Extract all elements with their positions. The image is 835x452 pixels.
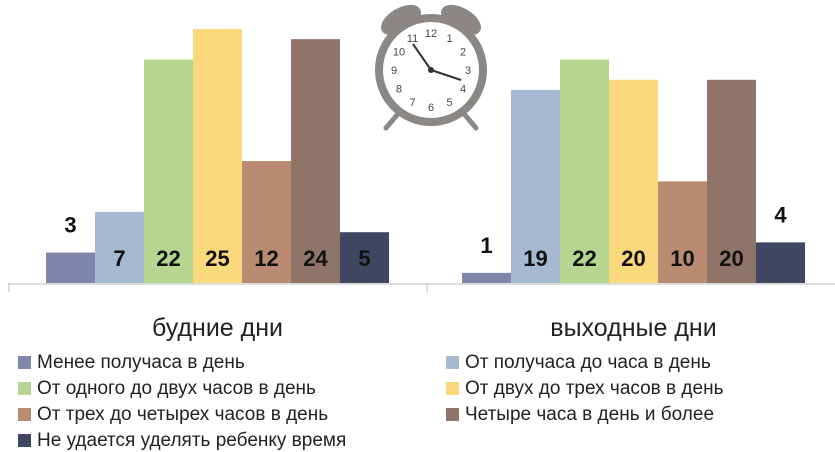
legend-label: От одного до двух часов в день — [37, 378, 316, 399]
clock-hour-hand — [412, 43, 432, 71]
bar-weekdays-6 — [340, 232, 389, 283]
clock-number: 6 — [428, 102, 434, 114]
legend-swatch — [446, 356, 459, 369]
data-labels-layer: 3 7 22 25 12 24 5 1 19 22 20 10 20 4 — [64, 202, 787, 271]
data-label: 22 — [572, 246, 596, 271]
bar-weekends-2 — [560, 59, 609, 284]
clock-number: 10 — [393, 47, 405, 59]
clock-number: 3 — [465, 65, 471, 77]
clock-center — [428, 67, 434, 73]
bars-layer — [46, 29, 805, 284]
bar-weekends-6 — [756, 242, 805, 283]
bar-weekdays-3 — [193, 29, 242, 283]
legend-item: От трех до четырех часов в день — [18, 404, 328, 426]
bar-weekends-4 — [658, 181, 707, 283]
data-label: 24 — [303, 246, 328, 271]
clock-number: 4 — [460, 84, 466, 96]
bar-weekdays-0 — [46, 252, 95, 283]
legend-swatch — [18, 356, 31, 369]
legend-label: Менее получаса в день — [37, 352, 245, 373]
data-label: 5 — [358, 246, 370, 271]
legend-label: Не удается уделять ребенку время — [37, 430, 347, 451]
legend-swatch — [18, 434, 31, 447]
clock-number: 8 — [396, 84, 402, 96]
clock-number: 5 — [446, 97, 452, 109]
legend-swatch — [446, 382, 459, 395]
legend-item: Не удается уделять ребенку время — [18, 430, 346, 452]
bar-weekends-3 — [609, 79, 658, 283]
legend-label: Четыре часа в день и более — [465, 404, 715, 425]
clock-minute-hand — [430, 69, 462, 81]
legend-label: От двух до трех часов в день — [465, 378, 724, 399]
legend-item: Менее получаса в день — [18, 352, 245, 374]
data-label: 10 — [670, 246, 694, 271]
bar-weekdays-4 — [242, 161, 291, 283]
data-label: 1 — [480, 233, 492, 258]
legend-swatch — [18, 408, 31, 421]
clock-number: 9 — [391, 65, 397, 77]
clock-number: 11 — [407, 33, 418, 45]
data-label: 20 — [719, 246, 743, 271]
clock-number: 2 — [460, 47, 466, 59]
bar-weekdays-5 — [291, 39, 340, 283]
legend-label: От получаса до часа в день — [465, 352, 711, 373]
clock-leg-left — [383, 112, 400, 131]
data-label: 12 — [254, 246, 278, 271]
data-label: 19 — [523, 246, 547, 271]
bar-weekdays-2 — [144, 59, 193, 284]
legend-swatch — [18, 382, 31, 395]
bar-weekends-1 — [511, 89, 560, 284]
data-label: 25 — [205, 246, 229, 271]
clock-number: 12 — [425, 28, 437, 40]
legend-item: От двух до трех часов в день — [446, 378, 723, 400]
category-label: будние дни — [152, 314, 283, 342]
clock-number: 7 — [409, 97, 415, 109]
clock-leg-right — [462, 112, 479, 131]
x-axis: будние дни выходные дни — [8, 283, 835, 342]
bar-weekends-0 — [462, 272, 511, 283]
clock-number: 1 — [446, 33, 452, 45]
category-label: выходные дни — [550, 314, 716, 342]
data-label: 22 — [156, 246, 180, 271]
legend-label: От трех до четырех часов в день — [37, 404, 329, 425]
data-label: 3 — [64, 213, 76, 238]
bar-weekends-5 — [707, 79, 756, 283]
legend: Менее получаса в день От получаса до часа… — [0, 352, 835, 452]
data-label: 7 — [113, 246, 125, 271]
data-label: 20 — [621, 246, 645, 271]
data-label: 4 — [774, 202, 787, 227]
legend-swatch — [446, 408, 459, 421]
legend-item: Четыре часа в день и более — [446, 404, 714, 426]
bar-weekdays-1 — [95, 211, 144, 283]
legend-item: От получаса до часа в день — [446, 352, 711, 374]
legend-item: От одного до двух часов в день — [18, 378, 316, 400]
